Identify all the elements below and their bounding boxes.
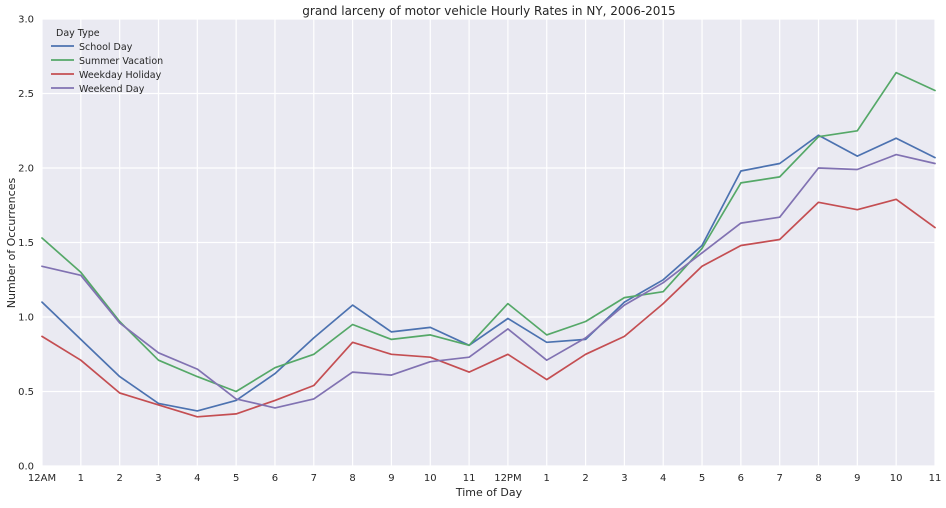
x-tick-label: 7 (311, 473, 317, 484)
series-line-summer-vacation (41, 71, 936, 393)
x-tick-label: 12AM (28, 473, 56, 484)
y-tick-label: 3.0 (18, 15, 34, 26)
chart-title: grand larceny of motor vehicle Hourly Ra… (302, 4, 675, 18)
series-line-school-day (41, 134, 936, 412)
y-tick-label: 0.0 (18, 462, 34, 473)
grid (41, 18, 936, 467)
x-tick-label: 7 (777, 473, 783, 484)
x-tick-label: 12PM (494, 473, 521, 484)
x-tick-label: 1 (544, 473, 550, 484)
x-tick-label: 5 (233, 473, 239, 484)
series-line-weekend-day (41, 153, 936, 409)
series-lines (41, 71, 936, 418)
x-tick-label: 6 (272, 473, 278, 484)
x-tick-label: 5 (699, 473, 705, 484)
x-tick-label: 2 (582, 473, 588, 484)
legend-label: Weekend Day (79, 84, 145, 95)
x-axis-title: Time of Day (455, 486, 523, 499)
y-axis-ticks: 0.0 0.5 1.0 1.5 2.0 2.5 3.0 (18, 15, 34, 473)
y-tick-label: 0.5 (18, 387, 34, 398)
x-tick-label: 8 (815, 473, 821, 484)
y-tick-label: 2.5 (18, 89, 34, 100)
x-tick-label: 9 (854, 473, 860, 484)
x-tick-label: 3 (621, 473, 627, 484)
legend: Day Type School Day Summer Vacation Weekda… (51, 28, 163, 95)
legend-title: Day Type (56, 28, 100, 39)
legend-label: Weekday Holiday (79, 70, 162, 81)
x-tick-label: 3 (155, 473, 161, 484)
x-tick-label: 11 (929, 473, 942, 484)
x-tick-label: 8 (349, 473, 355, 484)
y-tick-label: 1.5 (18, 238, 34, 249)
x-tick-label: 4 (660, 473, 666, 484)
y-tick-label: 1.0 (18, 313, 34, 324)
y-tick-label: 2.0 (18, 164, 34, 175)
series-line-weekday-holiday (41, 198, 936, 418)
x-tick-label: 1 (78, 473, 84, 484)
x-tick-label: 11 (463, 473, 476, 484)
x-tick-label: 10 (890, 473, 903, 484)
x-tick-label: 9 (388, 473, 394, 484)
x-tick-label: 6 (738, 473, 744, 484)
y-axis-title: Number of Occurrences (5, 178, 18, 309)
x-tick-label: 10 (424, 473, 437, 484)
legend-label: School Day (79, 42, 133, 53)
x-axis-ticks: 12AM 1 2 3 4 5 6 7 8 9 10 11 12PM 1 2 3 4 5 6 7 8 9 10 11 (28, 473, 941, 484)
x-tick-label: 4 (194, 473, 200, 484)
legend-label: Summer Vacation (79, 56, 163, 67)
x-tick-label: 2 (116, 473, 122, 484)
